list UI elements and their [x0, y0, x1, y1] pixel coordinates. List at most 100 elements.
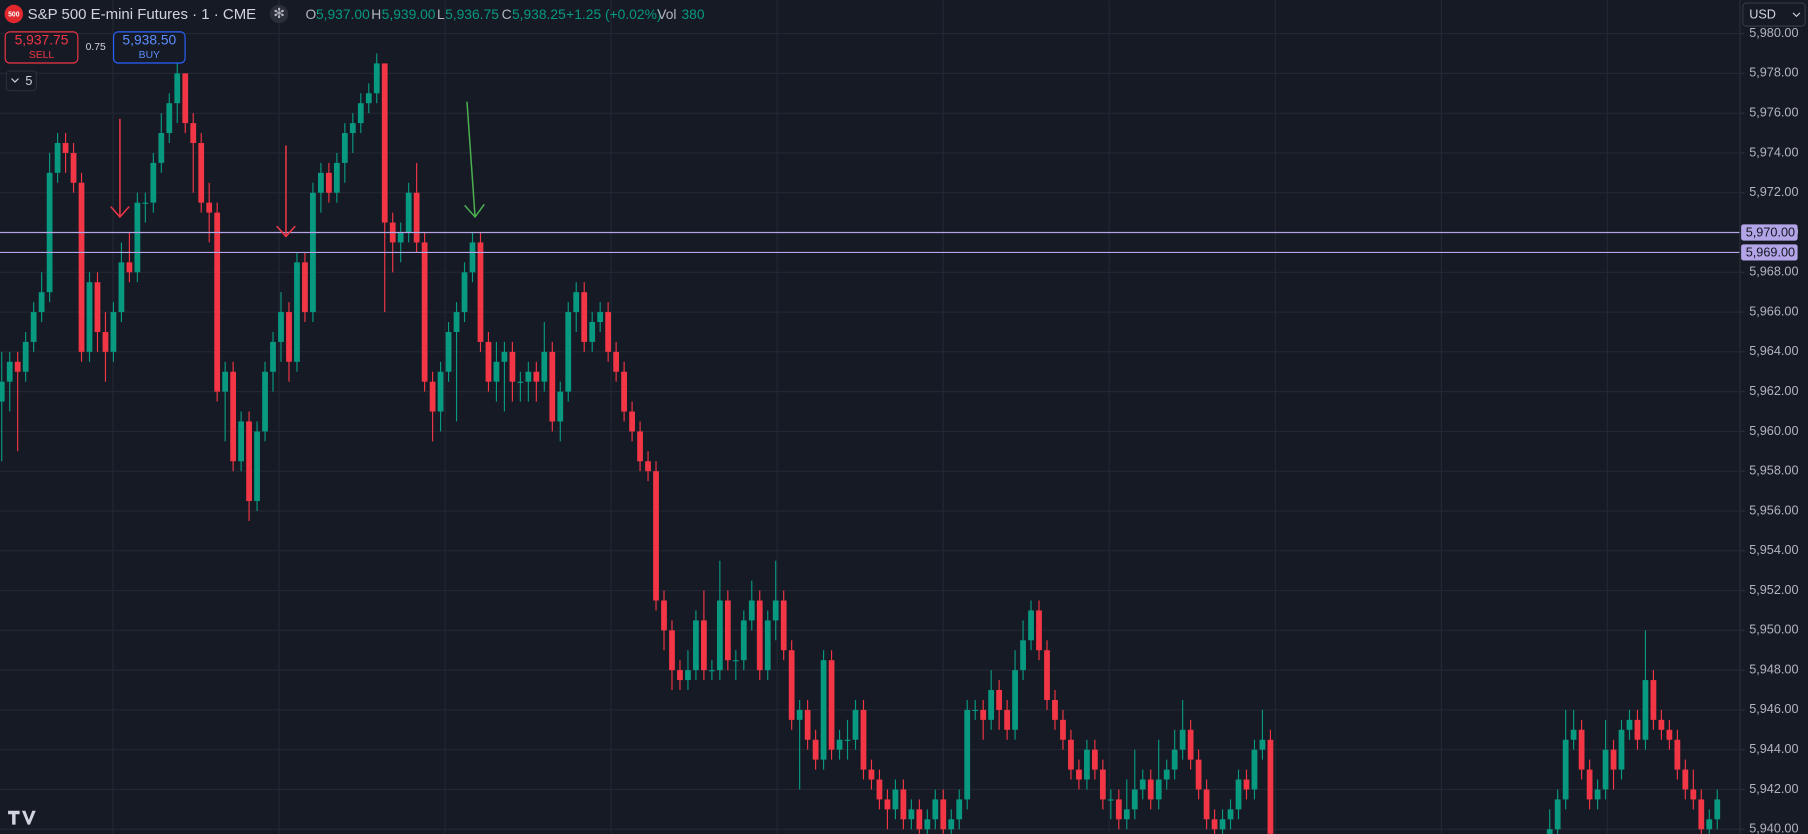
candle-body	[166, 103, 173, 134]
candle-body	[533, 371, 540, 382]
candle-body	[206, 202, 213, 213]
candle-body	[1171, 749, 1178, 770]
y-tick-label: 5,950.00	[1749, 623, 1798, 637]
candle-body	[1123, 809, 1130, 820]
y-tick-label: 5,976.00	[1749, 105, 1798, 119]
candle-body	[14, 361, 21, 372]
candle-body	[772, 600, 779, 621]
candle-body	[349, 123, 356, 134]
candle-body	[0, 381, 5, 402]
candle-body	[230, 371, 237, 462]
y-tick-label: 5,946.00	[1749, 702, 1798, 716]
price-line-label: 5,969.00	[1746, 245, 1795, 259]
candle-body	[1259, 739, 1266, 750]
candle-body	[828, 660, 835, 750]
currency-select[interactable]	[1742, 2, 1806, 27]
candle-body	[645, 461, 651, 472]
legend-label: O	[306, 6, 317, 22]
candle-body	[740, 620, 747, 661]
candle-body	[341, 133, 348, 163]
candle-body	[549, 351, 556, 422]
y-tick-label: 5,964.00	[1749, 344, 1798, 358]
arrow	[110, 118, 130, 219]
candle-body	[653, 471, 659, 601]
candle-body	[190, 123, 197, 143]
candle-body	[1546, 829, 1553, 834]
candle-body	[820, 660, 827, 760]
arrow	[276, 145, 296, 238]
sell-price: 5,937.75	[15, 32, 69, 48]
candle-body	[142, 202, 149, 204]
candle-body	[844, 739, 851, 741]
y-tick-label: 5,972.00	[1749, 185, 1798, 199]
candle-body	[1068, 739, 1074, 770]
candle-body	[501, 351, 508, 362]
sell-button[interactable]	[4, 31, 79, 64]
candle-body	[852, 709, 859, 740]
settings-button[interactable]	[269, 4, 289, 24]
candle-body	[557, 391, 564, 422]
candle-body	[22, 341, 29, 372]
legend-label: H	[371, 6, 381, 22]
candle-body	[294, 262, 300, 362]
y-tick-label: 5,978.00	[1749, 66, 1798, 80]
candle-body	[1690, 789, 1697, 800]
candle-body	[1586, 769, 1593, 800]
candle-body	[1714, 799, 1721, 820]
candle-body	[302, 262, 308, 313]
candle-body	[493, 361, 500, 382]
y-tick-label: 5,960.00	[1749, 424, 1798, 438]
candle-body	[972, 709, 979, 712]
candle-body	[1562, 739, 1569, 800]
candle-body	[150, 162, 157, 203]
candle-body	[1658, 719, 1665, 730]
candle-body	[373, 63, 380, 94]
candle-body	[661, 600, 667, 631]
candle-body	[1052, 699, 1058, 720]
price-line-tag	[1741, 224, 1798, 241]
candle-body	[413, 192, 420, 243]
candle-body	[1267, 739, 1274, 834]
candle-body	[780, 600, 787, 651]
candle-body	[198, 142, 205, 203]
buy-price: 5,938.50	[122, 32, 176, 48]
candle-body	[1594, 789, 1601, 800]
candle-body	[429, 381, 436, 412]
candle-body	[956, 799, 963, 820]
buy-button[interactable]	[113, 31, 186, 64]
candle-body	[605, 312, 612, 352]
candle-body	[86, 282, 93, 352]
candle-body	[621, 371, 627, 412]
candle-body	[1634, 719, 1641, 740]
candle-body	[996, 690, 1003, 710]
indicators-toggle[interactable]	[5, 70, 37, 92]
y-tick-label: 5,944.00	[1749, 742, 1798, 756]
candle-body	[1251, 749, 1258, 790]
candle-body	[1227, 809, 1234, 820]
candle-body	[1099, 769, 1106, 800]
candle-body	[940, 799, 947, 830]
candle-body	[1698, 799, 1705, 830]
candle-body	[796, 709, 803, 720]
price-line-label: 5,970.00	[1746, 225, 1795, 239]
candle-body	[629, 411, 635, 432]
candle-body	[764, 620, 771, 671]
candle-body	[78, 182, 85, 352]
candle-body	[932, 799, 939, 820]
candle-body	[924, 819, 931, 830]
candle-body	[724, 600, 731, 661]
candle-body	[573, 292, 580, 313]
candle-body	[812, 739, 819, 760]
candle-body	[1060, 719, 1066, 740]
y-tick-label: 5,942.00	[1749, 782, 1798, 796]
candle-body	[804, 709, 811, 740]
candle-body	[318, 172, 324, 193]
candle-body	[1004, 709, 1010, 730]
candle-body	[246, 421, 252, 502]
candle-body	[916, 809, 923, 830]
horizontal-grid	[0, 33, 1739, 830]
candle-body	[1650, 680, 1657, 720]
candle-body	[868, 769, 875, 780]
